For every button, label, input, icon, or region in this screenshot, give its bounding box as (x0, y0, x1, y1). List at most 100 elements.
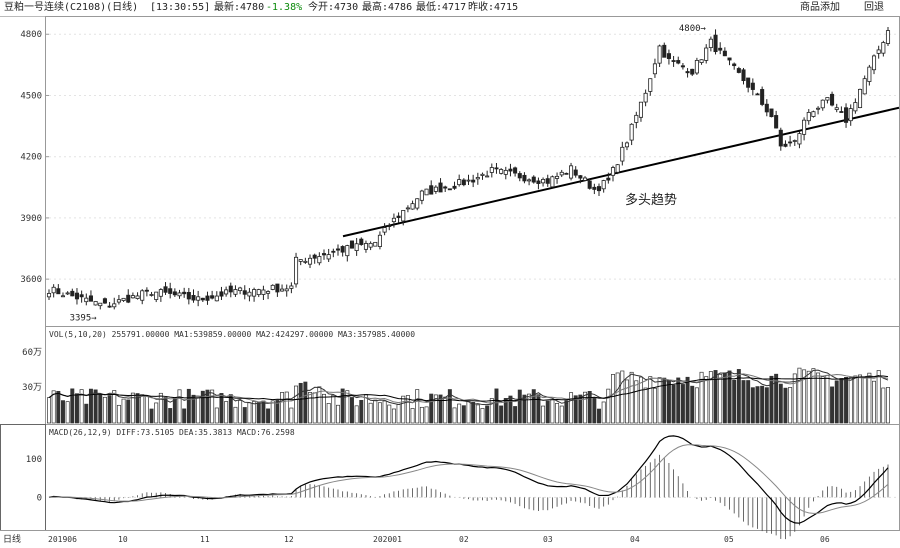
candle (699, 59, 704, 65)
x-axis-label: 02 (459, 535, 469, 544)
candle (513, 166, 518, 177)
time-readout: [13:30:55] (150, 2, 211, 13)
candle (224, 286, 229, 297)
candle (499, 168, 504, 175)
volume-bar (615, 372, 620, 424)
volume-ma-line (48, 373, 889, 404)
candle (774, 110, 779, 129)
volume-bar (308, 392, 313, 424)
volume-bar (336, 404, 340, 424)
candle (788, 135, 793, 147)
volume-bar (298, 382, 303, 424)
candle (275, 283, 280, 297)
volume-bar (485, 405, 490, 424)
volume-bar (219, 393, 224, 424)
volume-bar (606, 388, 611, 424)
candle (750, 78, 755, 96)
candle (876, 45, 881, 59)
volume-bar (377, 402, 382, 424)
candle (163, 282, 168, 295)
candle-layer (46, 26, 891, 310)
volume-ma-line (48, 375, 889, 402)
volume-bar (671, 384, 676, 424)
volume-bar (802, 369, 807, 424)
volume-bar (61, 400, 65, 424)
volume-bar (634, 380, 639, 424)
trend-label: 多头趋势 (625, 192, 677, 208)
candle (219, 286, 224, 301)
candle (797, 131, 802, 149)
volume-bar (830, 386, 835, 424)
candle (368, 241, 373, 251)
candle (382, 223, 387, 236)
volume-bar (629, 371, 634, 424)
volume-bar (322, 393, 326, 424)
candle (429, 180, 434, 195)
price-tick-label: 4200 (20, 153, 42, 163)
grid-layer (45, 33, 899, 280)
volume-bar (461, 405, 466, 424)
volume-bar (867, 372, 872, 424)
volume-bar (592, 397, 597, 424)
candle (70, 288, 75, 297)
candle (130, 292, 135, 299)
volume-bar (452, 407, 457, 424)
volume-bar (834, 380, 839, 424)
chart-area[interactable]: 3600 3900 4200 4500 4800 3395→ 4800→ 多头趋… (0, 16, 900, 548)
candle (527, 178, 532, 186)
candle (634, 111, 639, 129)
volume-bar (886, 387, 890, 424)
candle (410, 200, 415, 210)
candle (830, 91, 835, 107)
back-button[interactable]: 回退 (864, 2, 884, 13)
volume-bar (391, 408, 396, 424)
price-tick-label: 3600 (20, 275, 42, 285)
volume-bar (652, 387, 657, 424)
candle (331, 248, 336, 258)
candle (844, 103, 849, 128)
volume-bar (74, 393, 79, 424)
candle (270, 284, 275, 291)
instrument-title: 豆粕一号连续(C2108)(日线) (4, 2, 139, 13)
volume-bar (238, 400, 243, 424)
candle (806, 109, 811, 125)
candle (405, 205, 410, 213)
candle (704, 44, 709, 64)
volume-bar (410, 408, 415, 424)
volume-bar (708, 371, 713, 424)
volume-bar (359, 399, 364, 424)
candle (732, 62, 737, 70)
candle (303, 257, 308, 264)
candle (321, 249, 327, 260)
candle (433, 185, 438, 194)
volume-bar (382, 400, 387, 424)
volume-bar (349, 397, 354, 424)
candle (690, 68, 695, 77)
candle (587, 178, 592, 190)
macd-tick-label: 100 (26, 455, 42, 465)
candle (671, 55, 676, 67)
volume-bar (783, 387, 788, 424)
candle (419, 189, 424, 205)
volume-bar (224, 401, 229, 424)
candle (377, 231, 382, 250)
candle (508, 163, 513, 177)
volume-bar (228, 394, 233, 424)
volume-bar (93, 389, 98, 424)
volume-bar (578, 394, 583, 424)
candle (415, 198, 420, 211)
volume-bar (200, 390, 205, 424)
volume-bar (638, 376, 643, 424)
candle (102, 297, 107, 304)
candle (517, 171, 522, 182)
volume-bar (583, 391, 588, 424)
volume-bar (438, 394, 443, 424)
volume-bar (242, 407, 247, 424)
volume-bar (433, 394, 438, 424)
volume-bar (466, 401, 471, 424)
candle (708, 36, 713, 52)
volume-bar (699, 371, 704, 424)
candle (447, 188, 452, 191)
volume-bar (415, 389, 420, 424)
add-commodity-button[interactable]: 商品添加 (800, 2, 840, 13)
